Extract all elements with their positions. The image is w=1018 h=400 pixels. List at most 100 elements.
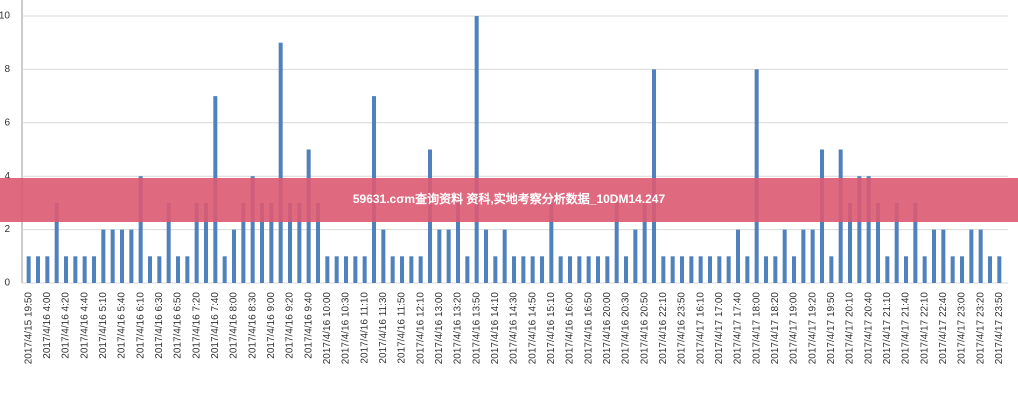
x-tick-label: 2017/4/17 22:10 bbox=[919, 292, 930, 365]
bar bbox=[344, 256, 348, 283]
bar bbox=[465, 256, 470, 283]
bar bbox=[260, 202, 264, 283]
bar bbox=[708, 256, 712, 283]
x-tick-label: 2017/4/16 20:30 bbox=[621, 292, 632, 365]
bar bbox=[120, 229, 124, 283]
x-tick-label: 2017/4/16 22:10 bbox=[658, 292, 669, 365]
x-tick-label: 2017/4/16 13:50 bbox=[471, 292, 482, 365]
bar bbox=[764, 256, 768, 283]
x-tick-label: 2017/4/16 7:20 bbox=[191, 292, 202, 359]
bar bbox=[568, 256, 572, 283]
bar bbox=[540, 256, 544, 283]
x-tick-label: 2017/4/16 13:00 bbox=[434, 292, 445, 365]
x-tick-label: 2017/4/16 7:40 bbox=[210, 292, 221, 359]
x-tick-label: 2017/4/17 23:20 bbox=[975, 292, 986, 365]
x-tick-label: 2017/4/16 11:30 bbox=[378, 292, 389, 364]
bar bbox=[73, 256, 78, 283]
bar bbox=[446, 229, 451, 283]
bar bbox=[512, 256, 516, 283]
y-tick-label: 0 bbox=[4, 278, 10, 289]
x-tick-label: 2017/4/16 9:00 bbox=[266, 292, 277, 359]
bar bbox=[26, 256, 31, 283]
x-tick-label: 2017/4/16 5:40 bbox=[117, 292, 128, 359]
bar bbox=[745, 256, 750, 283]
bar bbox=[101, 229, 106, 283]
y-tick-label: 8 bbox=[4, 64, 10, 75]
bar bbox=[782, 229, 787, 283]
bar bbox=[129, 229, 134, 283]
x-tick-label: 2017/4/16 4:20 bbox=[61, 292, 72, 359]
bar bbox=[801, 229, 806, 283]
x-tick-label: 2017/4/16 20:00 bbox=[602, 292, 613, 365]
bar bbox=[792, 256, 796, 283]
bar bbox=[269, 202, 274, 283]
x-tick-label: 2017/4/16 9:40 bbox=[303, 292, 314, 359]
bar bbox=[689, 256, 694, 283]
bar bbox=[474, 16, 479, 283]
y-tick-label: 6 bbox=[4, 117, 10, 128]
bar bbox=[829, 256, 834, 283]
bar bbox=[717, 256, 722, 283]
bar bbox=[334, 256, 339, 283]
x-tick-label: 2017/4/16 14:50 bbox=[527, 292, 538, 365]
bar bbox=[148, 256, 152, 283]
x-tick-label: 2017/4/16 15:10 bbox=[546, 292, 557, 365]
x-tick-label: 2017/4/16 14:30 bbox=[509, 292, 520, 365]
bar bbox=[661, 256, 666, 283]
x-tick-label: 2017/4/17 19:20 bbox=[807, 292, 818, 365]
x-tick-label: 2017/4/16 10:30 bbox=[341, 292, 352, 365]
x-tick-label: 2017/4/16 4:00 bbox=[42, 292, 53, 359]
bar bbox=[362, 256, 367, 283]
x-tick-label: 2017/4/16 11:50 bbox=[397, 292, 408, 364]
x-tick-label: 2017/4/16 6:10 bbox=[135, 292, 146, 359]
x-tick-label: 2017/4/16 8:00 bbox=[229, 292, 240, 359]
x-tick-label: 2017/4/16 10:00 bbox=[322, 292, 333, 365]
bar bbox=[932, 229, 936, 283]
bar bbox=[502, 229, 507, 283]
bar bbox=[913, 202, 918, 283]
bar bbox=[36, 256, 40, 283]
x-tick-label: 2017/4/17 21:10 bbox=[882, 292, 893, 365]
bar bbox=[250, 176, 255, 283]
bar bbox=[652, 69, 656, 284]
x-tick-label: 2017/4/16 13:20 bbox=[453, 292, 464, 365]
bar bbox=[493, 256, 498, 283]
bar bbox=[418, 256, 423, 283]
x-tick-label: 2017/4/17 17:00 bbox=[714, 292, 725, 365]
x-tick-label: 2017/4/16 6:30 bbox=[154, 292, 165, 359]
x-tick-label: 2017/4/15 19:50 bbox=[23, 292, 34, 365]
bar bbox=[45, 256, 50, 283]
bar bbox=[521, 256, 526, 283]
bar bbox=[586, 256, 591, 283]
bar bbox=[241, 202, 246, 283]
y-tick-label: 2 bbox=[4, 224, 10, 235]
bar bbox=[596, 256, 600, 283]
x-tick-label: 2017/4/16 11:10 bbox=[359, 292, 370, 364]
bar bbox=[558, 256, 563, 283]
bar bbox=[857, 176, 862, 283]
bar bbox=[810, 229, 815, 283]
bar bbox=[960, 256, 964, 283]
bar bbox=[64, 256, 68, 283]
bar bbox=[278, 42, 283, 284]
bar bbox=[876, 202, 880, 283]
bar bbox=[633, 229, 638, 283]
bar bbox=[92, 256, 96, 283]
x-tick-label: 2017/4/16 9:20 bbox=[285, 292, 296, 359]
x-tick-label: 2017/4/16 23:50 bbox=[677, 292, 688, 365]
x-tick-label: 2017/4/17 22:40 bbox=[938, 292, 949, 365]
x-tick-label: 2017/4/16 4:40 bbox=[79, 292, 90, 359]
bar bbox=[904, 256, 908, 283]
bar bbox=[325, 256, 330, 283]
bar bbox=[138, 176, 143, 283]
x-tick-label: 2017/4/17 18:20 bbox=[770, 292, 781, 365]
bar bbox=[222, 256, 227, 283]
y-tick-label: 4 bbox=[4, 171, 10, 182]
bar bbox=[773, 256, 778, 283]
banner bbox=[0, 178, 1018, 222]
bar bbox=[988, 256, 992, 283]
bar bbox=[950, 256, 955, 283]
bar bbox=[941, 229, 946, 283]
bar bbox=[204, 202, 208, 283]
bar bbox=[848, 202, 852, 283]
